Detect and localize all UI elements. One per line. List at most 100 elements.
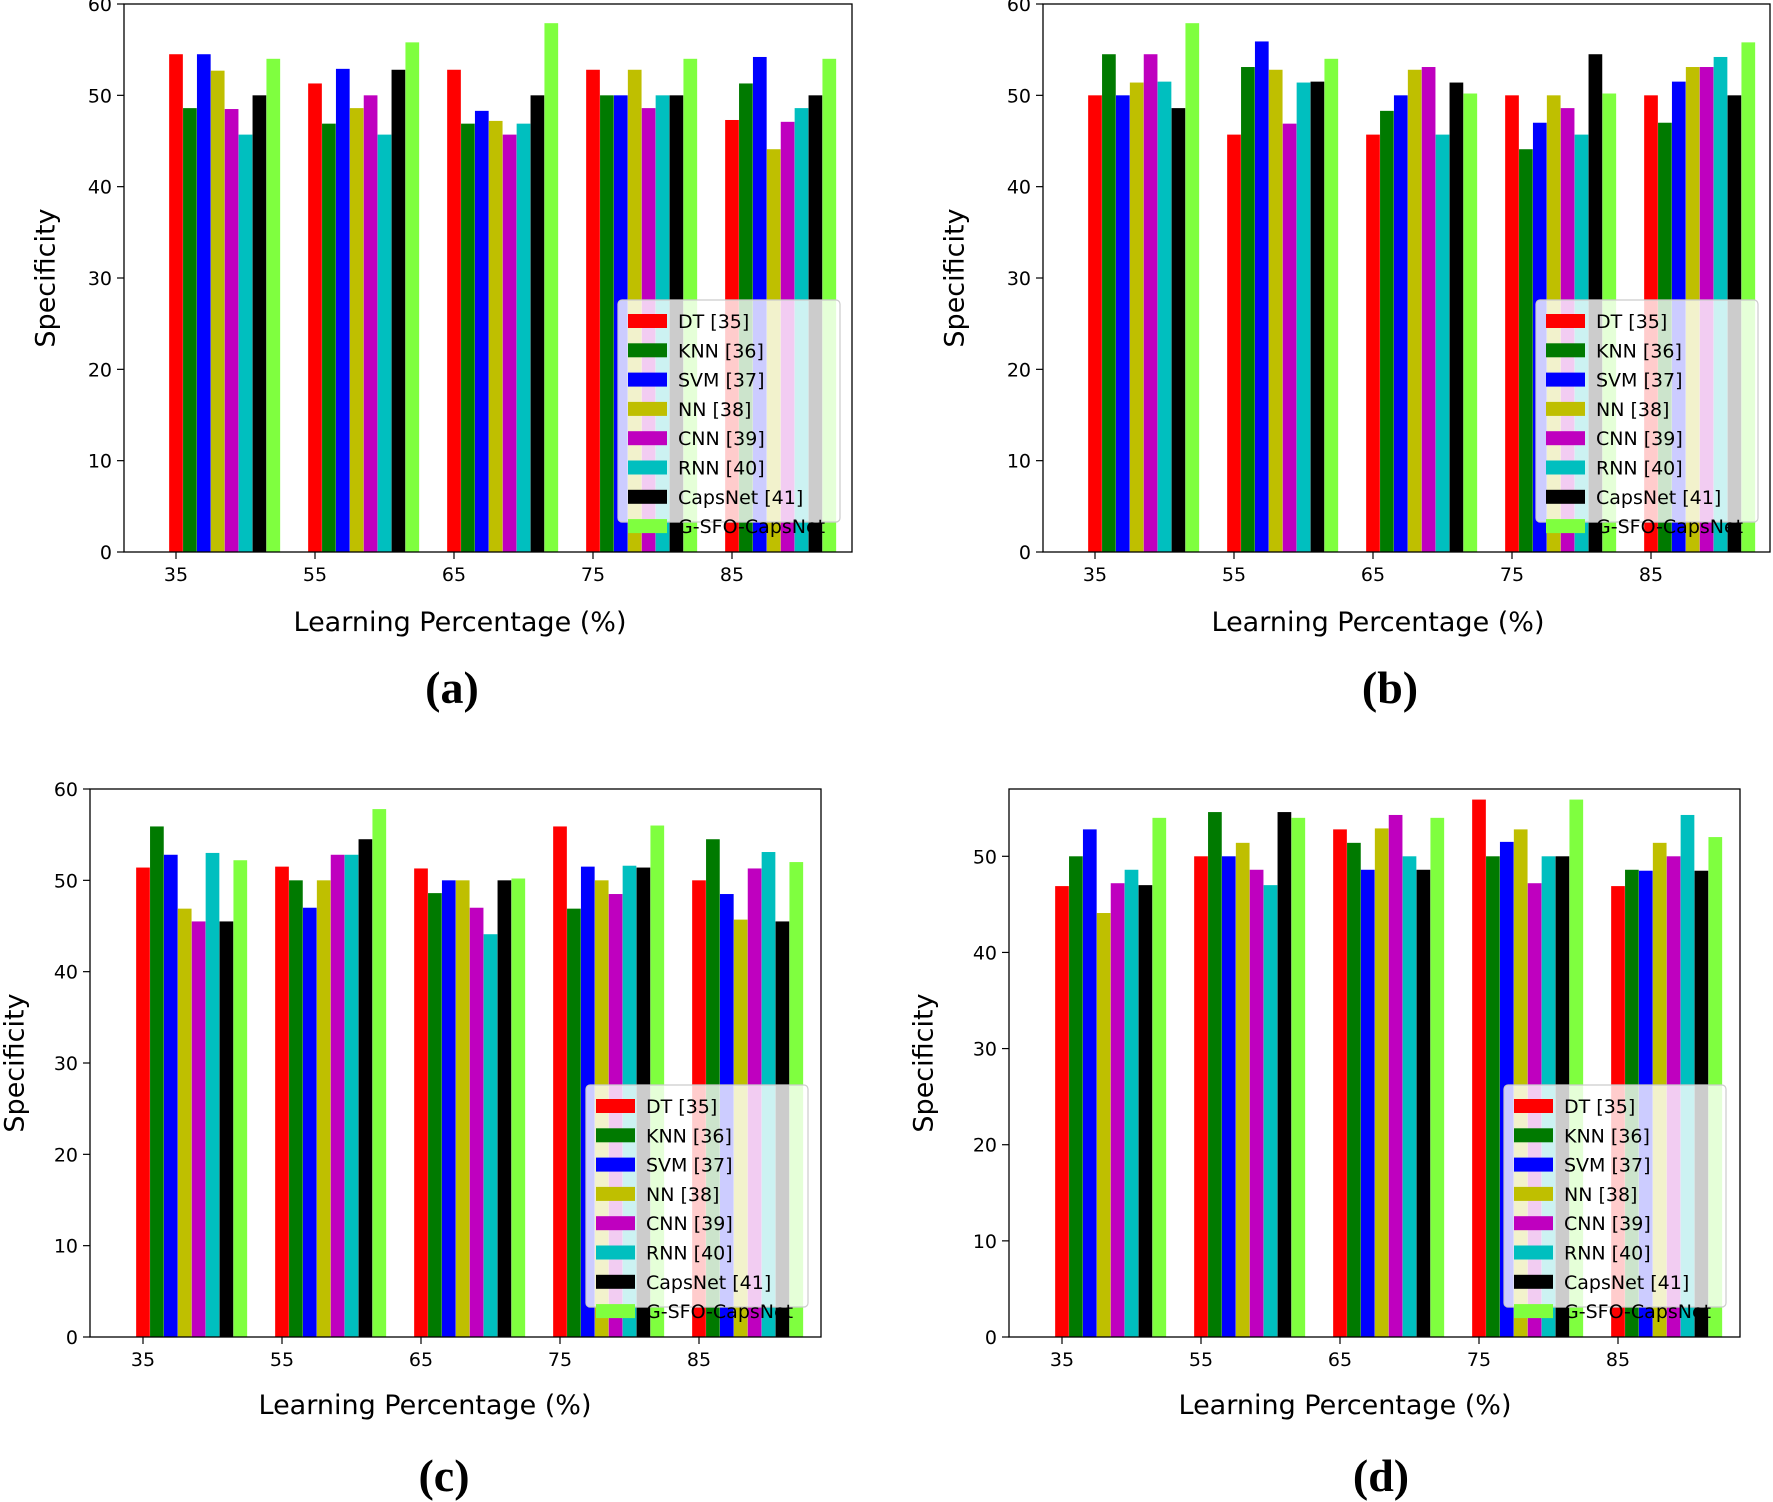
bar	[1366, 134, 1380, 553]
legend-label: KNN [36]	[1564, 1125, 1650, 1147]
legend-swatch	[628, 460, 667, 475]
x-tick-label: 55	[270, 1349, 294, 1371]
legend-swatch	[1514, 1304, 1553, 1319]
legend-label: CapsNet [41]	[678, 487, 803, 509]
legend-label: DT [35]	[646, 1096, 717, 1118]
chart-panel-d: DT [35] KNN [36] SVM [37] NN [38] CNN [39] RN…	[909, 788, 1741, 1501]
y-axis-label: Specificity	[31, 208, 62, 347]
legend-swatch	[1514, 1274, 1553, 1289]
bar	[1416, 869, 1431, 1337]
bar	[405, 42, 420, 553]
legend-label: RNN [40]	[1596, 458, 1683, 480]
bar	[252, 95, 267, 552]
bar	[1221, 856, 1236, 1337]
legend-swatch	[1546, 519, 1585, 534]
legend-label: CapsNet [41]	[1564, 1272, 1689, 1294]
bar	[316, 880, 331, 1337]
bar	[1254, 41, 1269, 552]
chart-panel-a: DT [35] KNN [36] SVM [37] NN [38] CNN [39] RN…	[31, 0, 853, 713]
y-tick-label: 40	[54, 962, 78, 984]
x-tick-label: 55	[1189, 1349, 1213, 1371]
bar	[428, 893, 442, 1337]
bar	[455, 880, 470, 1337]
bar	[169, 54, 183, 552]
bar	[344, 854, 359, 1337]
bar	[1393, 95, 1408, 552]
y-tick-label: 0	[1019, 542, 1031, 564]
bar	[1143, 54, 1158, 552]
legend-swatch	[628, 489, 667, 504]
bar	[1380, 110, 1394, 553]
bar	[210, 70, 225, 553]
bar	[1129, 82, 1144, 553]
bar	[205, 852, 220, 1337]
x-axis-label: Learning Percentage (%)	[1212, 607, 1545, 638]
bar	[1102, 54, 1116, 552]
bar	[1268, 69, 1283, 552]
legend-swatch	[628, 314, 667, 328]
bar	[349, 108, 364, 553]
y-tick-label: 60	[54, 779, 78, 801]
legend-label: SVM [37]	[646, 1155, 733, 1177]
bar	[1227, 134, 1241, 553]
y-tick-label: 40	[88, 177, 112, 199]
x-tick-label: 85	[720, 564, 744, 586]
x-tick-label: 65	[409, 1349, 433, 1371]
legend-label: RNN [40]	[646, 1243, 733, 1265]
bar	[1235, 842, 1250, 1337]
bar	[1374, 828, 1389, 1337]
legend-swatch	[1546, 431, 1585, 446]
legend-swatch	[596, 1128, 635, 1143]
bar	[275, 866, 289, 1337]
bar	[586, 69, 600, 552]
bar	[441, 880, 456, 1337]
bar	[1402, 856, 1417, 1337]
y-tick-label: 50	[88, 85, 112, 107]
bar	[377, 134, 392, 553]
bar	[600, 95, 614, 552]
legend-swatch	[628, 519, 667, 534]
y-tick-label: 10	[1007, 451, 1031, 473]
bar	[302, 907, 317, 1337]
x-tick-label: 35	[1083, 564, 1107, 586]
legend-swatch	[1546, 401, 1585, 416]
bar	[163, 854, 178, 1337]
legend-swatch	[1546, 314, 1585, 328]
y-tick-label: 0	[66, 1327, 78, 1349]
legend-swatch	[1546, 489, 1585, 504]
legend-swatch	[1514, 1186, 1553, 1201]
x-tick-label: 85	[1606, 1349, 1630, 1371]
y-tick-label: 20	[88, 359, 112, 381]
bar	[335, 68, 350, 552]
y-tick-label: 50	[973, 846, 997, 868]
y-tick-label: 10	[88, 451, 112, 473]
bar	[414, 868, 428, 1337]
legend-label: DT [35]	[1596, 311, 1667, 333]
bar	[1430, 817, 1445, 1337]
x-tick-label: 75	[1467, 1349, 1491, 1371]
x-tick-label: 35	[131, 1349, 155, 1371]
x-tick-label: 75	[581, 564, 605, 586]
x-tick-label: 65	[1361, 564, 1385, 586]
bar	[469, 907, 484, 1337]
bar	[1388, 814, 1403, 1337]
bar	[266, 58, 281, 553]
bar	[1463, 93, 1478, 552]
panel-caption: (c)	[418, 1450, 469, 1501]
legend-label: KNN [36]	[646, 1125, 732, 1147]
bar	[1263, 885, 1278, 1337]
legend-swatch	[596, 1245, 635, 1260]
bar	[553, 826, 567, 1337]
bar	[177, 908, 192, 1337]
bar	[461, 123, 475, 553]
legend: DT [35] KNN [36] SVM [37] NN [38] CNN [39] RN…	[617, 299, 841, 538]
bar	[1185, 23, 1200, 553]
legend-frame	[617, 299, 841, 523]
y-tick-label: 30	[88, 268, 112, 290]
y-tick-label: 20	[54, 1144, 78, 1166]
bar	[1208, 812, 1222, 1337]
y-tick-label: 0	[100, 542, 112, 564]
bar	[233, 860, 248, 1337]
y-tick-label: 0	[985, 1327, 997, 1349]
